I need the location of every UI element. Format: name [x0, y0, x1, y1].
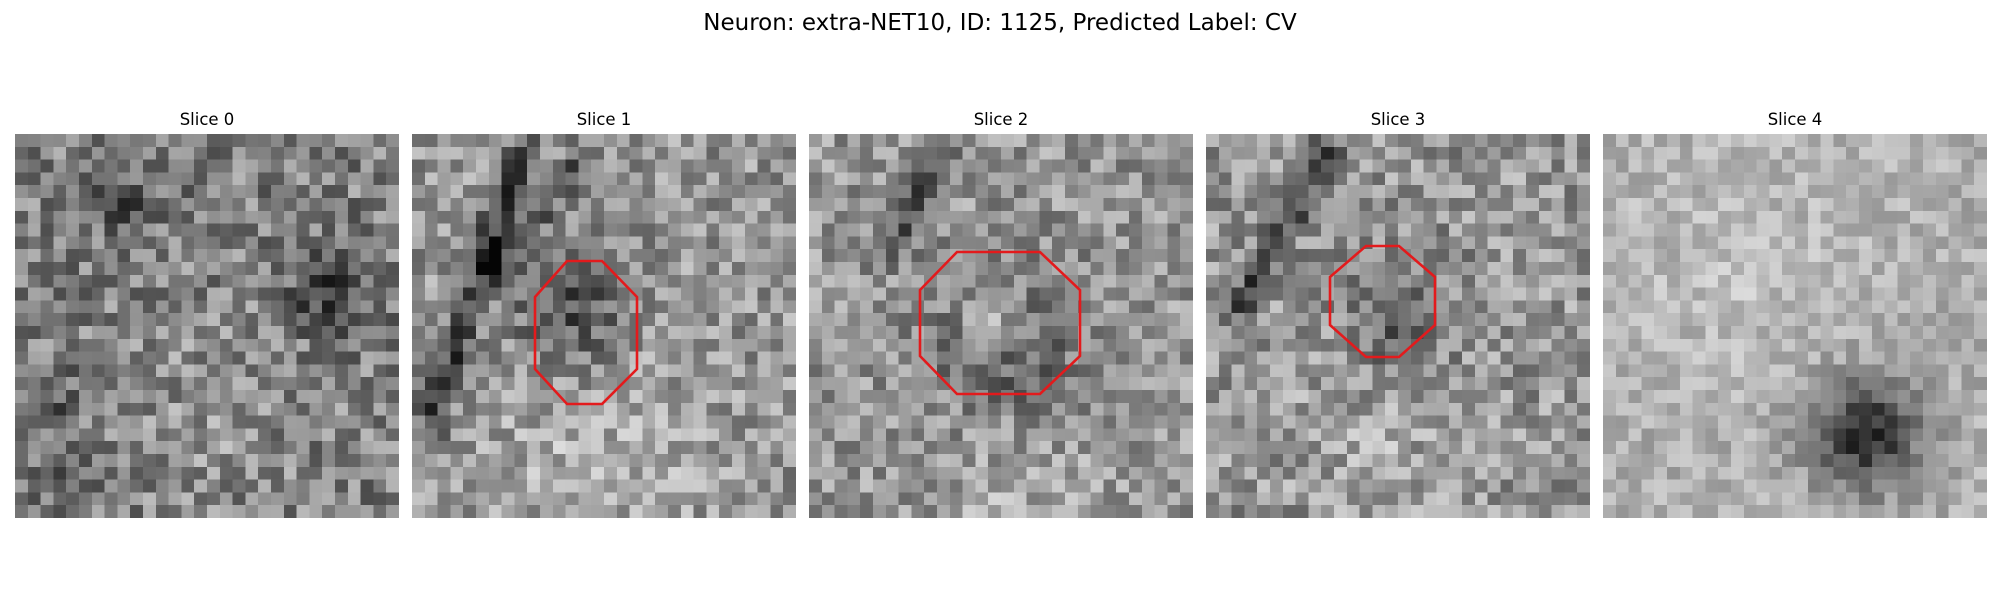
- slice-title: Slice 0: [179, 110, 235, 129]
- slice-title: Slice 1: [576, 110, 632, 129]
- slice-image: [1206, 134, 1590, 518]
- slice-image: [15, 134, 399, 518]
- slice-panel-2: Slice 2: [809, 108, 1193, 518]
- figure-title: Neuron: extra-NET10, ID: 1125, Predicted…: [703, 10, 1297, 36]
- slice-panel-0: Slice 0: [15, 108, 399, 518]
- slice-image: [412, 134, 796, 518]
- slice-title: Slice 3: [1370, 110, 1426, 129]
- slice-panel-4: Slice 4: [1603, 108, 1987, 518]
- slice-panel-3: Slice 3: [1206, 108, 1590, 518]
- slice-image: [1603, 134, 1987, 518]
- slice-title: Slice 4: [1767, 110, 1823, 129]
- slice-panel-1: Slice 1: [412, 108, 796, 518]
- slice-title: Slice 2: [973, 110, 1029, 129]
- slice-image: [809, 134, 1193, 518]
